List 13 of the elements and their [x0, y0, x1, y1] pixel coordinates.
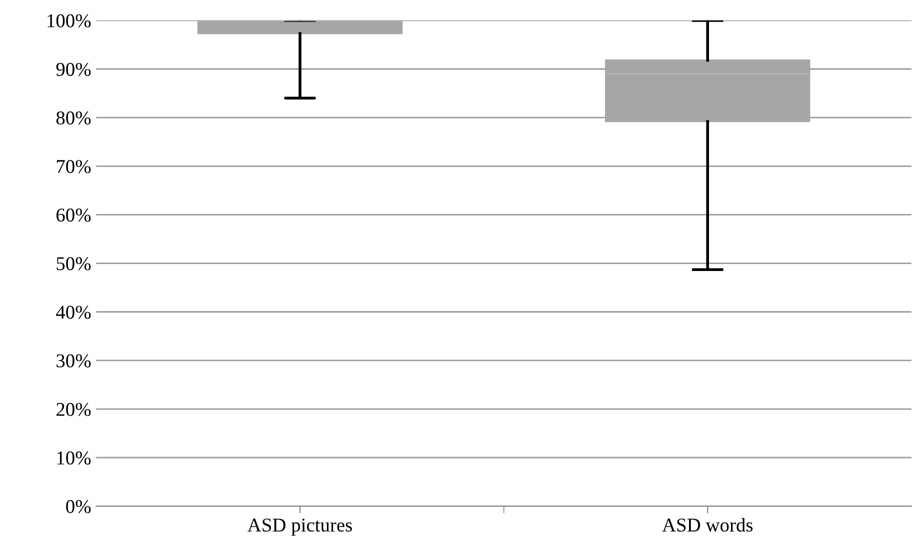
y-tick-label: 90%	[56, 62, 91, 76]
y-tick-label: 0%	[66, 500, 91, 514]
y-tick-label: 80%	[56, 111, 91, 125]
y-tick-label: 20%	[56, 402, 91, 416]
y-tick-label: 60%	[56, 208, 91, 222]
x-tick-label: ASD words	[662, 518, 753, 532]
x-tick-label: ASD pictures	[248, 518, 352, 536]
y-tick-label: 40%	[56, 306, 91, 319]
y-tick-label: 100%	[48, 14, 91, 28]
y-tick-label: 50%	[56, 257, 91, 270]
y-tick-label: 70%	[56, 160, 91, 174]
y-tick-label: 10%	[57, 451, 91, 465]
y-tick-label: 30%	[56, 354, 91, 368]
